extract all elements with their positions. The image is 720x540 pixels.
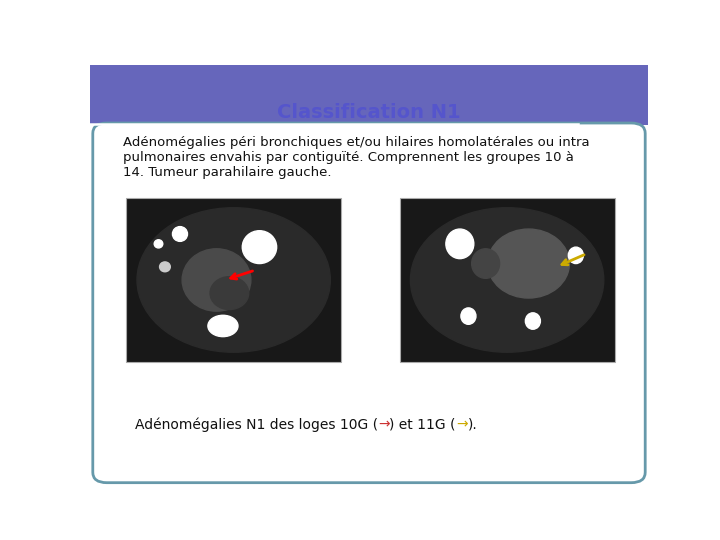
Ellipse shape: [568, 247, 583, 264]
Ellipse shape: [182, 249, 251, 311]
FancyBboxPatch shape: [90, 65, 648, 125]
Ellipse shape: [242, 231, 276, 264]
Ellipse shape: [410, 208, 604, 352]
Text: →: →: [378, 417, 390, 431]
Text: ) et 11G (: ) et 11G (: [390, 417, 456, 431]
Ellipse shape: [154, 240, 163, 248]
Ellipse shape: [173, 227, 187, 241]
Text: Adénomégalies péri bronchiques et/ou hilaires homolatérales ou intra: Adénomégalies péri bronchiques et/ou hil…: [124, 137, 590, 150]
Text: 14. Tumeur parahilaire gauche.: 14. Tumeur parahilaire gauche.: [124, 166, 332, 179]
FancyBboxPatch shape: [93, 123, 645, 483]
FancyBboxPatch shape: [400, 198, 615, 362]
Ellipse shape: [446, 229, 474, 259]
Ellipse shape: [461, 308, 476, 325]
Text: Classification N1: Classification N1: [277, 103, 461, 122]
Text: Adénomégalies N1 des loges 10G (: Adénomégalies N1 des loges 10G (: [135, 417, 378, 431]
Ellipse shape: [472, 249, 500, 278]
Ellipse shape: [487, 229, 570, 298]
Ellipse shape: [160, 262, 171, 272]
Ellipse shape: [210, 276, 248, 309]
Text: →: →: [456, 417, 467, 431]
Text: ).: ).: [467, 417, 477, 431]
Text: pulmonaires envahis par contiguïté. Comprennent les groupes 10 à: pulmonaires envahis par contiguïté. Comp…: [124, 151, 575, 165]
Ellipse shape: [208, 315, 238, 336]
Ellipse shape: [137, 208, 330, 352]
FancyBboxPatch shape: [126, 198, 341, 362]
Ellipse shape: [526, 313, 541, 329]
